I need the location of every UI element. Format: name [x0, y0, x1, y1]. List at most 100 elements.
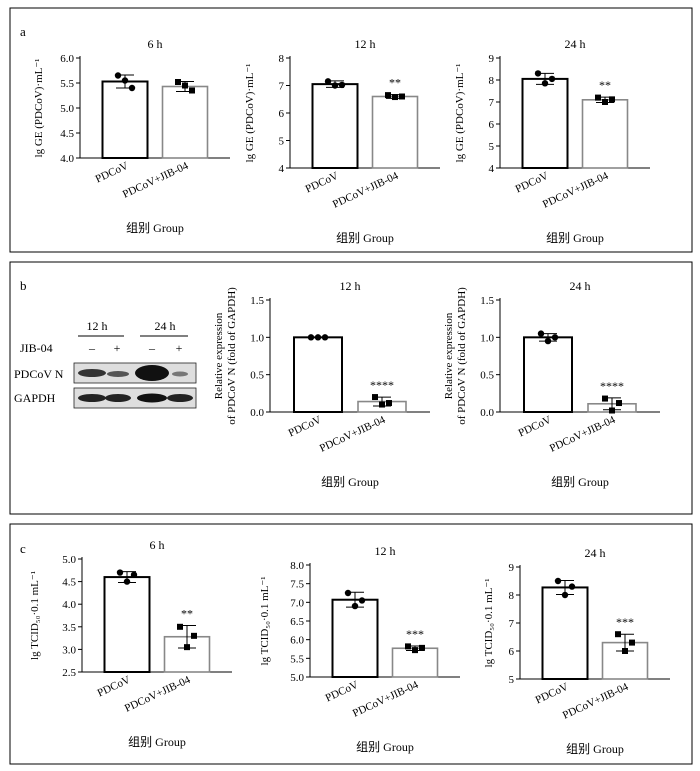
category-label: PDCoV	[287, 414, 324, 440]
data-point	[629, 639, 635, 646]
bar-pdcov	[541, 586, 589, 680]
bar-pdcov-jib04	[161, 85, 209, 159]
data-point	[405, 643, 411, 650]
chart-b1: 12 h 0.0 0.5 1.0 1.5 Relative expressionof PD…	[213, 279, 430, 489]
chart-title: 24 h	[570, 279, 591, 293]
category-label: PDCoV+JIB-04	[548, 414, 618, 455]
western-blot: 12 h 24 h JIB-04 – + – + PDCoV N GAPDH	[14, 319, 197, 409]
y-tick-label: 6	[279, 108, 285, 120]
data-point	[189, 87, 195, 94]
data-point	[534, 70, 542, 77]
significance-mark: **	[389, 76, 401, 90]
y-tick-label: 7	[279, 81, 285, 93]
data-point	[114, 72, 122, 79]
data-point	[419, 644, 425, 651]
y-tick-label: 5	[489, 141, 495, 153]
y-axis-label-line-1: Relative expression	[213, 312, 225, 399]
data-point	[551, 334, 559, 341]
data-point	[544, 337, 552, 345]
blot-lane-sign-2: +	[114, 341, 121, 355]
data-point	[184, 644, 190, 651]
panel-c-letter: c	[20, 541, 26, 556]
panel-b-frame	[9, 261, 693, 515]
y-tick-label: 3.5	[62, 622, 76, 634]
data-point	[568, 583, 576, 590]
y-axis-label-line-2: of PDCoV N (fold of GAPDH)	[456, 287, 468, 425]
data-point	[130, 571, 138, 579]
y-tick-label: 5.5	[290, 653, 304, 665]
data-point	[324, 78, 332, 85]
bar-pdcov-jib04	[163, 635, 211, 673]
chart-c2: 12 h 5.0 5.5 6.0 6.5 7.0 7.5 8.0 lg TCID₅₀·0.1 m…	[259, 544, 460, 754]
y-tick-label: 1.5	[250, 295, 264, 307]
blot-band-gapdh-2	[105, 394, 131, 402]
y-axis-label: lg TCID₅₀·0.1 mL⁻¹	[259, 577, 271, 666]
category-label: PDCoV+JIB-04	[123, 674, 193, 715]
data-point	[622, 648, 628, 654]
data-point	[602, 395, 608, 402]
bar-pdcov	[521, 77, 569, 169]
y-tick-label: 7.0	[290, 597, 304, 609]
bar-pdcov-jib04	[391, 647, 439, 678]
blot-band-n-4	[172, 371, 188, 377]
y-axis-label: Relative expressionof PDCoV N (fold of G…	[213, 287, 238, 425]
data-point	[116, 569, 124, 576]
x-axis-label: 组别 Group	[551, 475, 609, 489]
chart-a1: 6 h 4.0 4.5 5.0 5.5 6.0 lg GE (PDCoV)·mL⁻¹ PDCo…	[33, 37, 230, 235]
y-axis-label: Relative expressionof PDCoV N (fold of G…	[443, 287, 468, 425]
significance-mark: ****	[370, 378, 394, 392]
blot-lane-sign-4: +	[176, 341, 183, 355]
panel-c-frame	[9, 523, 693, 765]
bar-pdcov	[101, 80, 149, 159]
y-tick-label: 4.5	[62, 577, 76, 589]
y-axis-label: lg TCID₅₀·0.1 mL⁻¹	[483, 579, 495, 668]
data-point	[399, 93, 405, 100]
data-point	[537, 330, 545, 337]
chart-a2: 12 h 4 5 6 7 8 lg GE (PDCoV)·mL⁻¹ PDCoV ** PDCoV+…	[244, 37, 440, 245]
y-tick-label: 6.5	[290, 616, 304, 628]
category-label: PDCoV+JIB-04	[318, 414, 388, 455]
data-point	[314, 334, 322, 341]
data-point	[175, 79, 181, 85]
y-tick-label: 8	[489, 75, 495, 87]
x-axis-label: 组别 Group	[128, 735, 186, 749]
y-tick-label: 1.0	[250, 332, 264, 344]
category-label: PDCoV+JIB-04	[541, 170, 611, 211]
data-point	[351, 602, 359, 610]
chart-title: 12 h	[355, 37, 376, 51]
significance-mark: ***	[406, 627, 424, 641]
category-label: PDCoV+JIB-04	[351, 679, 421, 720]
y-tick-label: 4.0	[60, 153, 74, 165]
y-tick-label: 4.5	[60, 128, 74, 140]
category-label: PDCoV	[517, 414, 554, 440]
chart-title: 6 h	[150, 538, 165, 552]
data-point	[616, 400, 622, 407]
y-tick-label: 2.5	[62, 667, 76, 679]
data-point	[379, 401, 385, 408]
y-tick-label: 6	[509, 646, 515, 658]
y-axis-label-line-2: of PDCoV N (fold of GAPDH)	[226, 287, 238, 425]
significance-mark: ***	[616, 615, 634, 629]
blot-band-n-1	[78, 369, 106, 377]
y-tick-label: 7	[489, 97, 495, 109]
blot-row-label-n: PDCoV N	[14, 367, 64, 381]
bar-pdcov	[523, 336, 573, 414]
data-point	[615, 631, 621, 638]
blot-band-gapdh-4	[167, 394, 193, 402]
chart-title: 12 h	[375, 544, 396, 558]
x-axis-label: 组别 Group	[566, 742, 624, 756]
y-tick-label: 8	[509, 590, 515, 602]
y-tick-label: 5.0	[62, 554, 76, 566]
y-tick-label: 4.0	[62, 599, 76, 611]
chart-c1: 6 h 2.5 3.0 3.5 4.0 4.5 5.0 lg TCID₅₀·0.1 mL⁻¹ P…	[29, 538, 232, 749]
data-point	[121, 77, 129, 84]
data-point	[385, 92, 391, 99]
panel-a-letter: a	[20, 24, 26, 39]
y-tick-label: 4	[489, 163, 495, 175]
category-label: PDCoV	[324, 679, 361, 705]
bar-pdcov	[103, 576, 151, 674]
data-point	[182, 82, 188, 89]
data-point	[561, 591, 569, 599]
data-point	[554, 577, 562, 585]
blot-band-n-2	[107, 371, 129, 377]
